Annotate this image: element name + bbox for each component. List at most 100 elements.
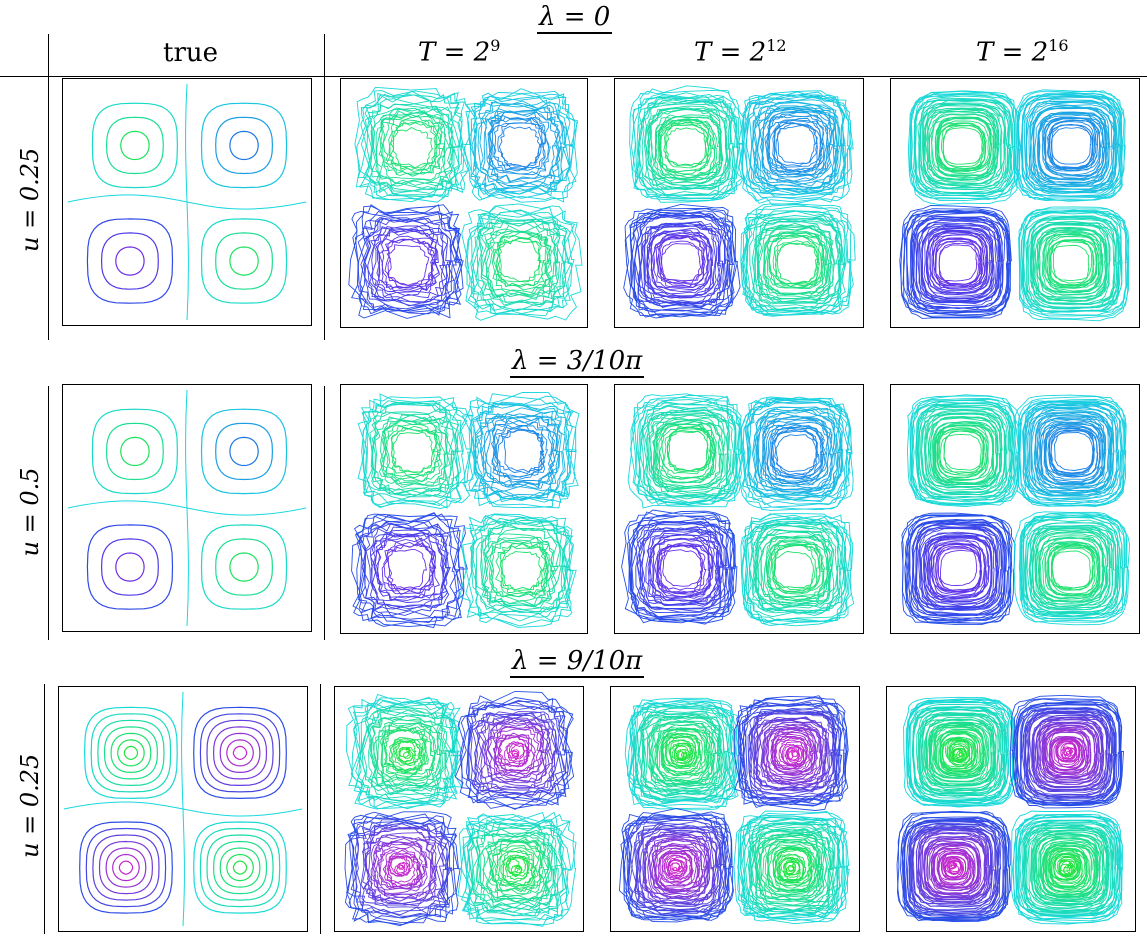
streamline xyxy=(350,818,450,917)
streamline xyxy=(466,392,580,509)
streamline xyxy=(766,421,831,486)
streamline xyxy=(484,109,563,186)
streamline xyxy=(471,95,571,195)
streamline xyxy=(357,92,464,198)
streamline xyxy=(901,512,1010,621)
streamline xyxy=(634,92,739,197)
streamline xyxy=(942,127,983,168)
streamline xyxy=(923,836,988,899)
streamline xyxy=(627,396,743,509)
streamline xyxy=(460,814,568,921)
streamline xyxy=(1048,427,1098,478)
streamline xyxy=(375,719,436,782)
streamline xyxy=(470,212,572,314)
streamline xyxy=(361,708,449,794)
streamline xyxy=(381,541,436,595)
streamline xyxy=(931,231,988,289)
streamline xyxy=(629,207,741,317)
streamline xyxy=(474,404,564,501)
streamline xyxy=(747,407,843,501)
streamline xyxy=(765,729,816,778)
streamline xyxy=(1020,211,1130,320)
streamline xyxy=(736,697,849,806)
row-label-2: u = 0.5 xyxy=(16,467,44,557)
streamline xyxy=(378,112,447,181)
streamline xyxy=(477,100,570,193)
streamline xyxy=(358,520,458,623)
streamline xyxy=(909,90,1019,200)
streamline xyxy=(641,707,730,794)
streamline xyxy=(930,721,993,783)
streamline xyxy=(756,407,842,495)
streamline xyxy=(471,711,557,797)
streamline xyxy=(490,540,550,602)
streamline xyxy=(929,542,987,600)
contour-line xyxy=(193,706,287,800)
contour-line xyxy=(232,860,248,875)
streamline xyxy=(470,99,566,195)
streamline xyxy=(487,110,550,176)
streamline xyxy=(932,845,976,889)
streamline xyxy=(1014,814,1122,924)
streamline xyxy=(354,86,469,203)
streamline xyxy=(367,103,456,192)
streamline xyxy=(637,399,745,507)
streamline xyxy=(924,417,999,491)
streamline xyxy=(656,232,713,288)
streamline xyxy=(1022,400,1122,500)
streamline xyxy=(492,726,544,777)
streamline xyxy=(756,110,837,190)
streamline xyxy=(1035,529,1109,603)
contour-line xyxy=(206,834,274,901)
streamline xyxy=(1038,722,1100,782)
streamline xyxy=(648,839,703,892)
streamline xyxy=(623,814,732,923)
streamline xyxy=(748,523,840,614)
streamline xyxy=(362,827,445,904)
streamline xyxy=(924,718,992,784)
contour-line xyxy=(212,726,268,780)
lambda-header-2: λ = 3/10π xyxy=(510,346,645,378)
streamline xyxy=(1038,417,1112,492)
streamline xyxy=(740,203,856,317)
streamline xyxy=(1020,515,1131,626)
streamline xyxy=(1040,844,1093,895)
streamline xyxy=(765,114,829,176)
streamline xyxy=(924,103,1006,184)
streamline xyxy=(933,722,989,778)
streamline xyxy=(1039,421,1104,486)
streamline xyxy=(933,424,995,485)
streamline xyxy=(1029,224,1111,305)
streamline xyxy=(351,512,461,629)
streamline xyxy=(909,212,1010,313)
streamline xyxy=(506,741,526,759)
streamline xyxy=(630,522,728,618)
streamline xyxy=(768,122,818,174)
streamline xyxy=(375,531,446,601)
streamline xyxy=(740,517,849,627)
streamline xyxy=(754,716,829,792)
streamline xyxy=(748,99,842,194)
streamline xyxy=(1042,847,1088,892)
streamline xyxy=(733,810,849,923)
contour-line xyxy=(200,408,288,495)
streamline xyxy=(374,229,441,296)
streamline xyxy=(468,210,577,317)
streamline xyxy=(653,416,726,490)
flow-field-plot xyxy=(351,392,580,629)
streamline xyxy=(740,816,846,920)
streamline xyxy=(630,208,737,312)
streamline xyxy=(503,429,545,473)
streamline xyxy=(774,242,819,287)
streamline xyxy=(754,531,831,607)
streamline xyxy=(647,530,719,602)
panel-t12-row3 xyxy=(610,686,860,932)
streamline xyxy=(1024,710,1115,800)
streamline xyxy=(939,549,983,592)
streamline xyxy=(484,418,555,489)
contour-line xyxy=(97,719,165,787)
streamline xyxy=(753,409,839,495)
streamline xyxy=(907,92,1021,206)
streamline xyxy=(934,727,985,776)
streamline xyxy=(778,743,801,765)
